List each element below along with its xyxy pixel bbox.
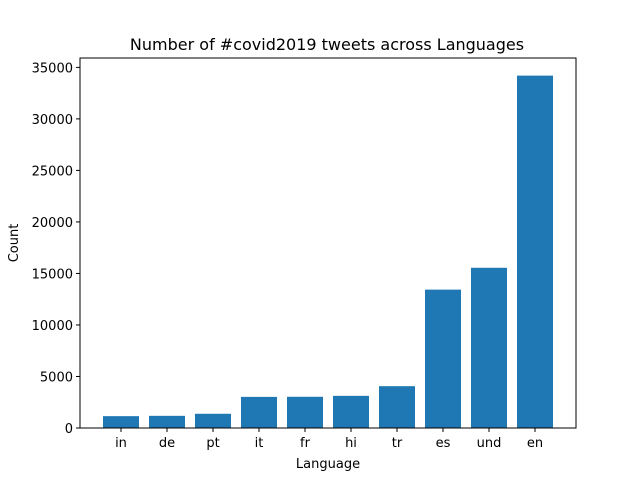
bar-es	[425, 289, 461, 428]
x-tick-label-pt: pt	[206, 436, 219, 451]
y-tick-label-0: 0	[65, 422, 73, 437]
bar-in	[103, 416, 139, 428]
x-tick-label-in: in	[115, 436, 127, 451]
chart-title: Number of #covid2019 tweets across Langu…	[130, 35, 524, 54]
bar-pt	[195, 413, 231, 428]
y-tick-label-30000: 30000	[32, 113, 73, 128]
bar-en	[517, 75, 553, 428]
bar-und	[471, 267, 507, 428]
y-tick-label-5000: 5000	[40, 370, 73, 385]
bar-it	[241, 396, 277, 428]
y-axis-label: Count	[7, 224, 22, 263]
bar-tr	[379, 386, 415, 428]
x-tick-label-hi: hi	[345, 436, 357, 451]
plot-area-frame	[79, 57, 577, 429]
x-tick-label-tr: tr	[392, 436, 403, 451]
bar-hi	[333, 395, 369, 428]
bar-fr	[287, 396, 323, 428]
y-tick-label-20000: 20000	[32, 216, 73, 231]
x-tick-label-de: de	[159, 436, 175, 451]
bar-de	[149, 415, 185, 428]
x-axis-label: Language	[296, 457, 360, 472]
x-axis-ticks: in de pt it fr hi tr es und en	[115, 428, 543, 451]
x-tick-label-es: es	[436, 436, 451, 451]
y-tick-label-15000: 15000	[32, 267, 73, 282]
x-tick-label-fr: fr	[300, 436, 311, 451]
x-tick-label-und: und	[477, 436, 502, 451]
y-axis-ticks: 0 5000 10000 15000 20000 25000 30000 35000	[32, 61, 80, 437]
y-tick-label-25000: 25000	[32, 164, 73, 179]
x-tick-label-it: it	[255, 436, 264, 451]
bars-group	[103, 75, 553, 428]
y-tick-label-35000: 35000	[32, 61, 73, 76]
x-tick-label-en: en	[527, 436, 543, 451]
y-tick-label-10000: 10000	[32, 319, 73, 334]
